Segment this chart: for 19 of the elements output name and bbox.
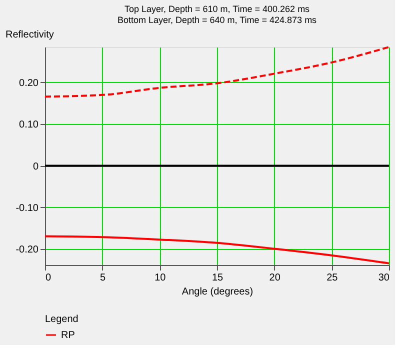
x-tick-label: 15 [212,272,224,284]
y-tick-label: -0.10 [16,202,39,214]
y-tick-label: -0.20 [16,244,39,256]
y-tick-label: 0.20 [19,78,39,89]
x-tick-label: 10 [154,272,166,284]
y-tick-label: 0.10 [19,120,39,131]
line-series [44,46,390,98]
text: Top Layer, Depth = 610 m, Time = 400.262 ms [124,4,310,14]
x-tick-label: 20 [269,272,281,284]
legend-label: RP [61,330,76,341]
x-tick-label: 25 [326,272,338,284]
text: Bottom Layer, Depth = 640 m, Time = 424.873 ms [117,15,317,25]
y-tick-label: 0 [32,161,39,172]
x-axis-title: Angle (degrees) [182,286,254,298]
x-tick-label: 0 [46,272,52,284]
legend-title: Legend [45,314,78,325]
x-tick-label: 30 [378,272,390,284]
x-tick-label: 5 [100,272,106,284]
y-axis-title: Reflectivity [6,30,54,40]
